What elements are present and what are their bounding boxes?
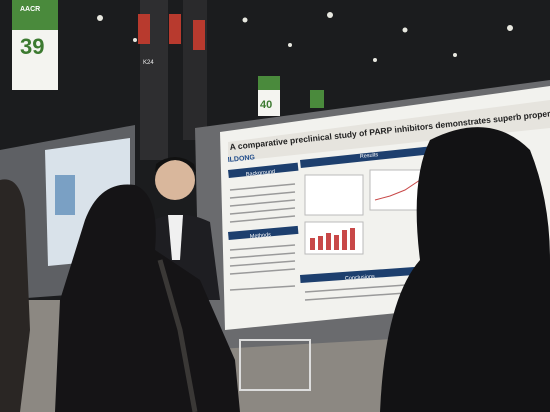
poster-title-band xyxy=(228,100,550,162)
hanging-banner xyxy=(193,20,205,50)
section-bar xyxy=(300,144,451,168)
poster-figure xyxy=(55,175,75,215)
sign-distant xyxy=(310,90,324,108)
poster-chart-bars xyxy=(310,228,355,250)
sign-number: 39 xyxy=(20,34,44,59)
poster-logo: ILDONG xyxy=(227,154,255,164)
person-woman-right xyxy=(380,127,550,412)
poster-curve xyxy=(374,179,421,201)
section-heading: Background xyxy=(246,169,276,178)
person-woman-left xyxy=(55,184,240,412)
person-left-edge xyxy=(0,179,30,412)
sign-brand: AACR xyxy=(20,6,40,13)
section-bar xyxy=(228,225,299,240)
section-heading: Results xyxy=(360,152,379,160)
person-head xyxy=(155,160,195,200)
sign-number: 40 xyxy=(260,99,272,111)
sign-band xyxy=(12,0,58,30)
person-hair xyxy=(155,157,196,172)
sign-band xyxy=(258,76,280,90)
ceiling-lights xyxy=(97,12,513,62)
hanging-sign: K24 xyxy=(143,60,154,66)
section-bar xyxy=(300,265,431,283)
section-heading: Conclusions xyxy=(345,274,376,282)
hanging-banner xyxy=(138,14,150,44)
bag-strap xyxy=(157,259,198,412)
chair xyxy=(239,339,311,391)
section-heading: Methods xyxy=(250,232,272,240)
hanging-banner xyxy=(169,14,181,44)
section-bar xyxy=(228,162,299,178)
person-shirt xyxy=(168,215,183,260)
poster-figure xyxy=(304,174,364,216)
